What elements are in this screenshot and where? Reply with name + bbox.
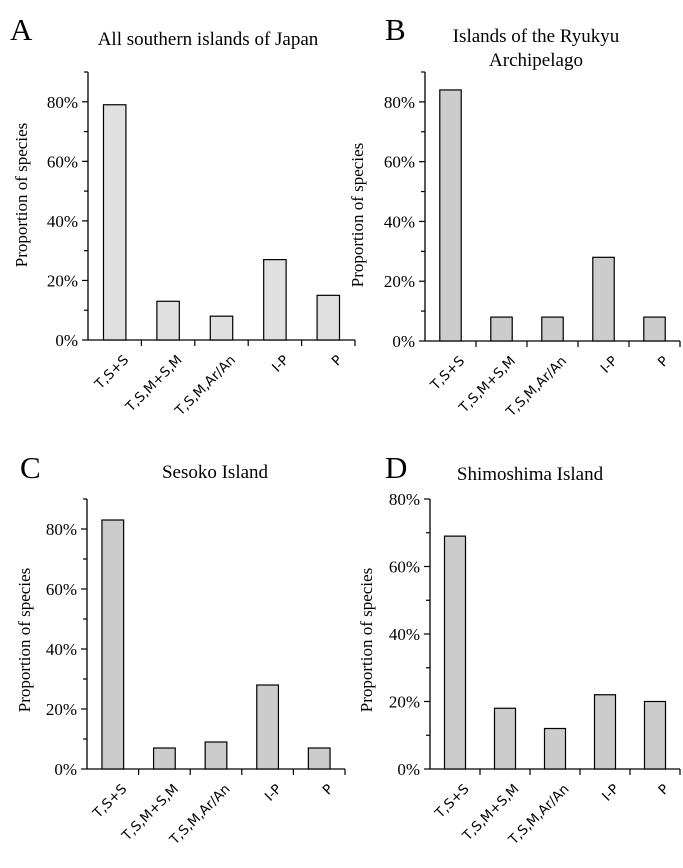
- panel-a-bar-1: [102, 104, 127, 341]
- panel-b: B Islands of the Ryukyu Archipelago Prop…: [348, 12, 681, 421]
- panel-d-bar-1: [443, 535, 467, 770]
- panel-c-bar-2: [152, 747, 176, 770]
- panel-d-bar-5: [643, 700, 667, 770]
- panel-d-bar-2: [493, 707, 517, 770]
- panel-c-category-label: I-P: [262, 781, 285, 804]
- panel-b-category-label: T,S+S: [427, 353, 468, 394]
- panel-d-ylabel: Proportion of species: [357, 568, 376, 712]
- panel-a-y-tick-label: 60%: [47, 152, 78, 171]
- panel-d-y-tick-label: 40%: [389, 625, 420, 644]
- panel-d-category-label: T,S+S: [431, 781, 472, 822]
- panel-b-ylabel: Proportion of species: [348, 143, 367, 287]
- panel-c-bar-5: [307, 747, 331, 770]
- panel-c-plot: 0%20%40%60%80%T,S+ST,S,M+S,MT,S,M,Ar/An I…: [46, 498, 346, 849]
- panel-b-category-label: I-P: [598, 353, 621, 376]
- panel-a-y-tick-label: 80%: [47, 93, 78, 112]
- panel-d-title: Shimoshima Island: [457, 464, 604, 485]
- panel-b-bar-5: [643, 316, 666, 342]
- panel-c-y-tick-label: 80%: [46, 520, 77, 539]
- panel-c-category-label: T,S+S: [89, 781, 130, 822]
- panel-b-bar-4: [592, 256, 615, 342]
- panel-c-category-label: P: [320, 781, 337, 798]
- panel-d-plot: 0%20%40%60%80%T,S+ST,S,M+S,MT,S,M,Ar/An I…: [389, 490, 681, 849]
- panel-b-bar-3: [541, 316, 564, 342]
- panel-c-y-tick-label: 60%: [46, 580, 77, 599]
- panel-a-y-tick-label: 0%: [55, 331, 78, 350]
- panel-a-letter: A: [10, 12, 33, 47]
- panel-d-y-tick-label: 20%: [389, 693, 420, 712]
- panel-b-title-line-1: Islands of the Ryukyu: [453, 26, 620, 47]
- panel-c-y-tick-label: 40%: [46, 640, 77, 659]
- panel-b-bar-2: [490, 316, 513, 342]
- panel-a-category-label: T,S+S: [91, 352, 132, 393]
- panel-b-y-tick-label: 20%: [384, 272, 415, 291]
- panel-a-bar-5: [316, 294, 341, 341]
- panel-c-ylabel: Proportion of species: [15, 568, 34, 712]
- panel-a-title: All southern islands of Japan: [98, 29, 319, 50]
- panel-b-letter: B: [385, 12, 406, 47]
- panel-d-bar-4: [593, 694, 617, 770]
- panel-a-category-label: P: [329, 352, 346, 369]
- panel-a-y-tick-label: 20%: [47, 271, 78, 290]
- panel-a-bar-3: [209, 315, 234, 341]
- panel-b-y-tick-label: 80%: [384, 93, 415, 112]
- panel-d-y-tick-label: 0%: [397, 760, 420, 779]
- panel-d-y-tick-label: 60%: [389, 558, 420, 577]
- panel-b-title-line-2: Archipelago: [489, 50, 583, 71]
- panel-a-bar-2: [156, 300, 180, 341]
- panel-d-y-tick-label: 80%: [389, 490, 420, 509]
- panel-a-bar-4: [263, 259, 287, 341]
- panel-b-plot: 0%20%40%60%80%T,S+ST,S,M+S,MT,S,M,Ar/An I…: [384, 71, 681, 421]
- panel-d-bar-3: [543, 727, 567, 770]
- panel-a-plot: 0%20%40%60%80%T,S+ST,S,M+S,MT,S,M,Ar/An I…: [47, 71, 356, 420]
- panel-c-title: Sesoko Island: [162, 462, 269, 483]
- panel-a-category-label: I-P: [269, 352, 292, 375]
- panel-d: D Shimoshima Island Proportion of specie…: [357, 450, 681, 849]
- panel-b-y-tick-label: 40%: [384, 212, 415, 231]
- panel-c-y-tick-label: 20%: [46, 700, 77, 719]
- panel-b-y-tick-label: 0%: [392, 332, 415, 351]
- panel-a-y-tick-label: 40%: [47, 212, 78, 231]
- panel-d-category-label: P: [655, 781, 672, 798]
- panel-b-y-tick-label: 60%: [384, 153, 415, 172]
- panel-c-bar-4: [256, 684, 280, 770]
- panel-d-category-label: I-P: [599, 781, 622, 804]
- panel-c-y-tick-label: 0%: [54, 760, 77, 779]
- panel-b-category-label: P: [655, 353, 672, 370]
- panel-a: A All southern islands of Japan Proporti…: [10, 12, 356, 420]
- panel-b-bar-1: [439, 89, 462, 342]
- panel-c-bar-1: [101, 519, 125, 770]
- panel-c: C Sesoko Island Proportion of species 0%…: [15, 450, 346, 849]
- panel-c-letter: C: [20, 450, 41, 485]
- panel-a-ylabel: Proportion of species: [12, 123, 31, 267]
- panel-c-bar-3: [204, 741, 228, 770]
- panel-d-letter: D: [385, 450, 407, 485]
